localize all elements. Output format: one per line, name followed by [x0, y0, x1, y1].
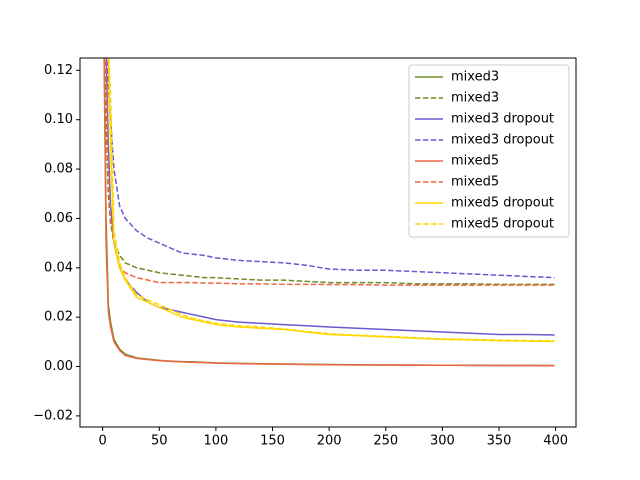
y-tick-label: 0.08 [44, 162, 73, 177]
y-tick-label: 0.10 [44, 112, 73, 127]
legend-label: mixed5 [451, 175, 499, 190]
x-tick-label: 350 [487, 434, 512, 449]
legend-label: mixed5 dropout [451, 217, 554, 232]
x-tick-label: 200 [317, 434, 342, 449]
y-tick-label: 0.04 [44, 260, 73, 275]
y-tick-label: 0.12 [44, 63, 73, 78]
y-tick-label: 0.00 [44, 359, 73, 374]
legend-label: mixed3 [451, 70, 499, 85]
plot-area [103, 58, 555, 367]
x-tick-label: 100 [203, 434, 228, 449]
legend-box [408, 64, 570, 238]
x-tick-label: 150 [260, 434, 285, 449]
axes-frame [79, 57, 577, 428]
line-series [106, 58, 555, 279]
line-series [108, 58, 555, 342]
legend-label: mixed5 dropout [451, 196, 554, 211]
x-tick-label: 300 [430, 434, 455, 449]
y-tick-label: −0.02 [33, 408, 73, 423]
x-tick-label: 400 [543, 434, 568, 449]
legend-label: mixed3 [451, 91, 499, 106]
x-tick-label: 0 [99, 434, 107, 449]
x-tick-label: 250 [373, 434, 398, 449]
line-series [104, 58, 555, 286]
legend-label: mixed5 [451, 154, 499, 169]
y-tick-label: 0.06 [44, 211, 73, 226]
legend-label: mixed3 dropout [451, 112, 554, 127]
line-series [103, 58, 555, 367]
y-tick-label: 0.02 [44, 310, 73, 325]
x-tick-label: 50 [151, 434, 168, 449]
legend-label: mixed3 dropout [451, 133, 554, 148]
